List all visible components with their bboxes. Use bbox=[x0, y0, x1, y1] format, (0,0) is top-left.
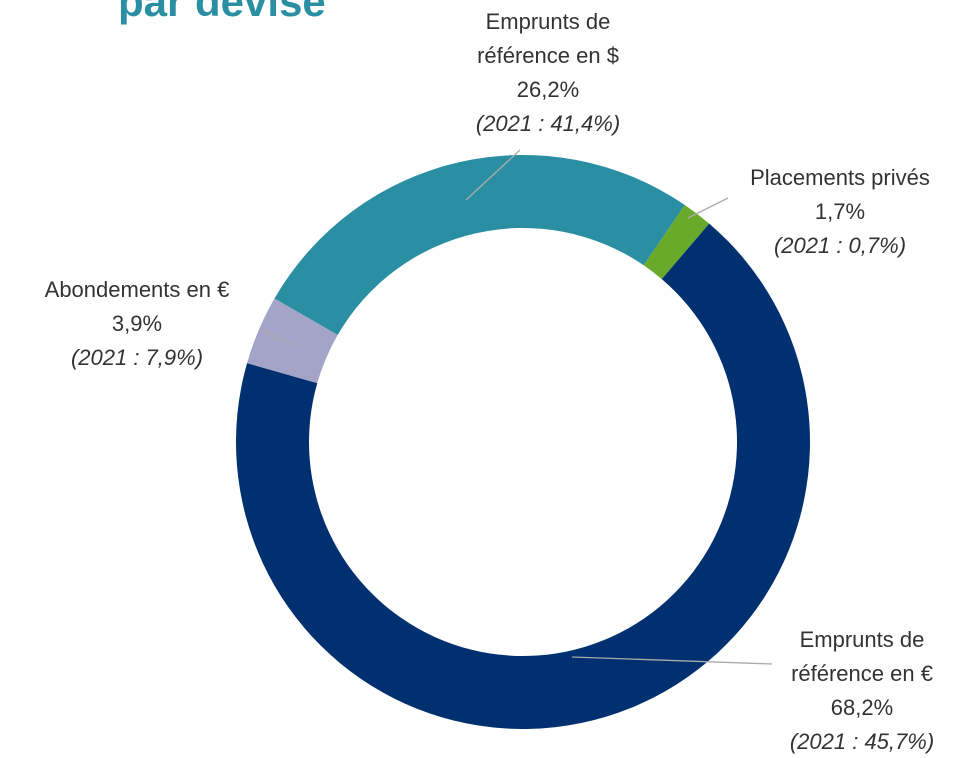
leader-line bbox=[571, 656, 773, 665]
data-label: Emprunts de référence en $ 26,2% (2021 : 4… bbox=[448, 5, 648, 141]
leader-line bbox=[687, 197, 729, 219]
category-label: Emprunts de référence en $ bbox=[477, 9, 619, 68]
data-label: Abondements en € 3,9% (2021 : 7,9%) bbox=[7, 273, 267, 375]
data-label: Placements privés 1,7% (2021 : 0,7%) bbox=[710, 161, 965, 263]
value-label: 3,9% bbox=[111, 311, 163, 336]
category-label: Emprunts de référence en € bbox=[791, 627, 933, 686]
category-label: Placements privés bbox=[750, 165, 930, 190]
annotation: (2021 : 7,9%) bbox=[70, 345, 204, 370]
data-label: Emprunts de référence en € 68,2% (2021 : 4… bbox=[767, 623, 957, 758]
donut-segment bbox=[235, 223, 810, 729]
value-label: 1,7% bbox=[814, 199, 866, 224]
value-label: 68,2% bbox=[830, 695, 894, 720]
chart-title: par devise bbox=[118, 0, 326, 25]
category-label: Abondements en € bbox=[44, 277, 230, 302]
annotation: (2021 : 0,7%) bbox=[773, 233, 907, 258]
annotation: (2021 : 45,7%) bbox=[789, 729, 935, 754]
donut-segment bbox=[247, 298, 338, 384]
value-label: 26,2% bbox=[516, 77, 580, 102]
donut-segment bbox=[643, 204, 710, 280]
leader-line bbox=[465, 149, 521, 201]
donut-segment bbox=[274, 155, 685, 335]
annotation: (2021 : 41,4%) bbox=[475, 111, 621, 136]
leader-line bbox=[261, 329, 293, 346]
